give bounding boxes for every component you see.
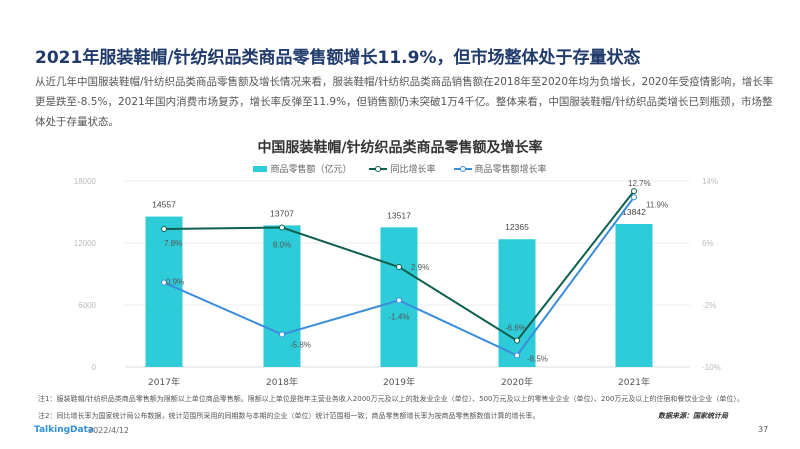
footnote-1: 注1：服装鞋帽/针纺织品类商品零售额为限额以上单位商品零售额。限额以上单位是指年… (38, 395, 744, 403)
x-axis-label: 2019年 (383, 376, 415, 388)
data-point-marker (396, 264, 402, 271)
bar (263, 225, 301, 367)
data-point-marker (514, 337, 520, 344)
left-axis-tick: 6000 (78, 301, 96, 310)
legend-label: 同比增长率 (390, 165, 436, 175)
legend-item-retail-sales: 商品零售额（亿元） (253, 162, 351, 175)
data-point-marker (396, 297, 402, 304)
data-source: 数据来源：国家统计局 (658, 412, 728, 420)
line-value-label: 12.7% (628, 179, 651, 188)
right-axis-tick: -2% (702, 301, 716, 310)
line-value-label: 7.8% (164, 239, 182, 248)
legend-label: 商品零售额增长率 (474, 165, 547, 175)
report-date: 2022/4/12 (88, 426, 130, 435)
chart-title: 中国服装鞋帽/针纺织品类商品零售额及增长率 (257, 140, 543, 156)
x-axis-label: 2017年 (148, 376, 180, 388)
page-number: 37 (758, 425, 769, 434)
x-axis-label: 2018年 (266, 376, 298, 388)
data-point-marker (279, 224, 285, 231)
data-point-marker (514, 352, 520, 359)
chart-legend: 商品零售额（亿元） 同比增长率 商品零售额增长率 (0, 162, 800, 175)
line-marker-icon (453, 165, 472, 172)
data-point-marker (279, 331, 285, 338)
right-axis-tick: 6% (702, 239, 714, 248)
bar-value-label: 13842 (622, 207, 646, 217)
data-point-marker (161, 279, 167, 286)
right-axis-tick: 14% (702, 177, 718, 186)
summary-paragraph: 从近几年中国服装鞋帽/针纺织品类商品零售额及增长情况来看，服装鞋帽/针纺织品类商… (35, 76, 774, 128)
line-value-label: 11.9% (646, 200, 668, 209)
bar-value-label: 13707 (270, 208, 294, 218)
bar-value-label: 13517 (387, 210, 411, 220)
left-axis-tick: 18000 (74, 177, 97, 186)
legend-label: 商品零售额（亿元） (270, 165, 352, 175)
line-value-label: 2.9% (411, 263, 429, 272)
line-value-label: 0.9% (166, 278, 184, 287)
bar-value-label: 14557 (152, 200, 176, 210)
bar (380, 227, 418, 367)
line-value-label: -6.6% (505, 324, 526, 333)
bar-swatch-icon (253, 165, 268, 172)
legend-item-retail-growth: 商品零售额增长率 (453, 162, 547, 175)
line-value-label: 8.0% (273, 241, 291, 250)
legend-item-yoy: 同比增长率 (369, 162, 436, 175)
data-point-marker (161, 226, 167, 233)
bar-value-label: 12365 (505, 222, 529, 232)
line-value-label: -8.5% (527, 354, 548, 363)
bar (615, 223, 653, 367)
x-axis-label: 2020年 (501, 376, 533, 388)
page-title: 2021年服装鞋帽/针纺织品类商品零售额增长11.9%，但市场整体处于存量状态 (35, 48, 641, 68)
bar (498, 239, 536, 367)
bar (145, 216, 183, 367)
right-axis-tick: -10% (702, 363, 721, 372)
left-axis-tick: 12000 (74, 239, 97, 248)
left-axis-tick: 0 (92, 363, 97, 372)
line-value-label: -5.8% (290, 340, 311, 349)
footnote-2: 注2：同比增长率为国家统计局公布数据，统计范围所采用的同期数与本期的企业（单位）… (38, 412, 540, 420)
line-marker-icon (369, 165, 388, 172)
line-value-label: -1.4% (389, 312, 410, 321)
brand-logo: TalkingData (34, 425, 94, 435)
data-point-marker (631, 188, 637, 195)
data-point-marker (631, 194, 637, 201)
x-axis-label: 2021年 (618, 376, 650, 388)
